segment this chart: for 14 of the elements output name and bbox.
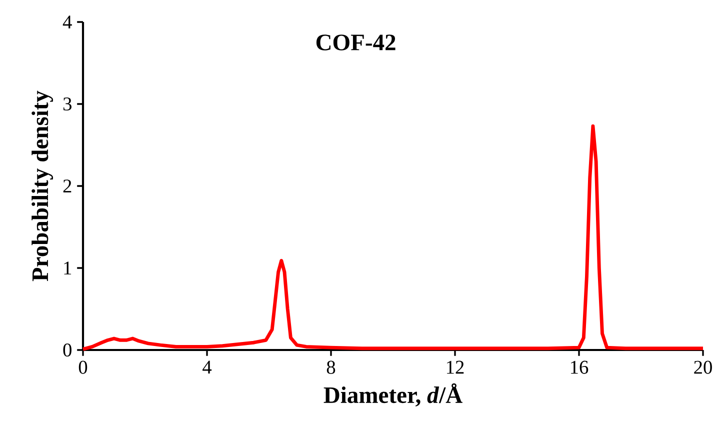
y-tick-label: 2	[63, 180, 72, 192]
x-tick-label: 20	[694, 360, 712, 374]
x-tick-label: 12	[447, 360, 464, 374]
x-tick-label: 16	[571, 360, 588, 374]
y-tick-label: 0	[63, 343, 72, 357]
x-axis-title: Diameter, d/Å	[324, 383, 462, 406]
x-tick-label: 8	[326, 360, 336, 374]
y-tick-label: 4	[62, 16, 72, 28]
x-tick-label: 0	[78, 360, 88, 374]
x-tick-label: 4	[202, 360, 212, 374]
y-tick-label: 1	[64, 262, 72, 274]
y-axis-title: Probability density	[32, 90, 54, 282]
y-tick-label: 3	[63, 97, 72, 111]
chart-title: COF-42	[316, 34, 396, 50]
